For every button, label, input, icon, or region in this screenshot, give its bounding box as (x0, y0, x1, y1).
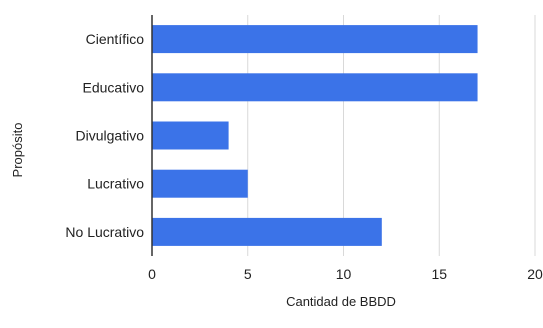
y-tick-label: Educativo (83, 79, 145, 95)
y-tick-label: Científico (86, 31, 145, 47)
bar (152, 169, 248, 198)
x-tick-label: 20 (527, 266, 543, 282)
y-tick-label: Lucrativo (87, 176, 144, 192)
x-tick-label: 10 (336, 266, 352, 282)
y-tick-label: Divulgativo (76, 128, 145, 144)
y-tick-label: No Lucrativo (65, 224, 144, 240)
gridlines (247, 15, 536, 256)
y-axis-title: Propósito (10, 123, 25, 178)
x-axis-title: Cantidad de BBDD (286, 294, 396, 309)
labels: 0 5 10 15 20 Científico Educativo Divulgativo Lu… (65, 31, 543, 282)
bar (152, 73, 478, 102)
x-tick-label: 15 (431, 266, 447, 282)
bar (152, 25, 478, 54)
x-tick-label: 5 (244, 266, 252, 282)
bar (152, 217, 382, 246)
bars (152, 25, 478, 246)
bar (152, 121, 229, 150)
x-tick-label: 0 (148, 266, 156, 282)
